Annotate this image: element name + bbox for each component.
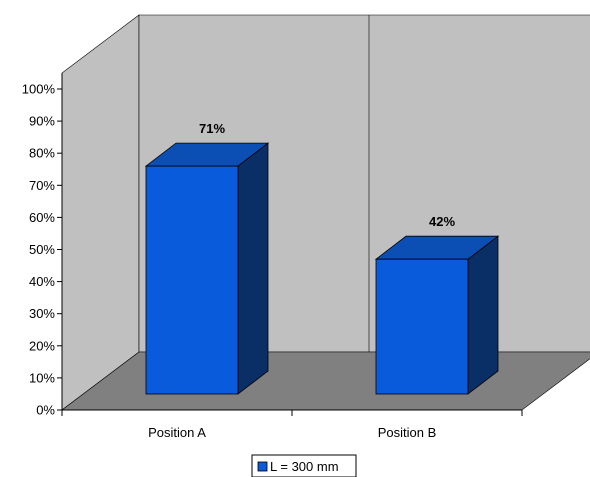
data-label: 71% [199,121,225,136]
bar-1 [144,142,270,395]
bar-2 [374,235,500,395]
y-axis: 0% 10% 20% 30% 40% 50% 60% 70% 80% 90% 100% [22,73,63,418]
y-tick-label: 80% [29,146,55,161]
bar-front [375,258,469,395]
y-tick-label: 70% [29,178,55,193]
chart-walls [61,14,590,411]
legend: L = 300 mm [251,454,357,477]
y-tick-label: 0% [36,403,55,418]
y-tick-label: 60% [29,210,55,225]
y-tick-label: 50% [29,242,55,257]
bar-front [145,165,239,395]
y-tick-label: 100% [22,82,56,97]
y-tick-label: 20% [29,338,55,353]
legend-swatch [257,461,268,472]
data-label: 42% [429,214,455,229]
y-tick-label: 30% [29,306,55,321]
y-tick-label: 90% [29,114,55,129]
bar-side [467,235,499,395]
floor [61,351,590,411]
y-tick-label: 10% [29,370,55,385]
legend-label: L = 300 mm [270,459,339,474]
side-wall [61,14,140,411]
bars: 71% 42% [144,121,500,395]
x-axis: Position A Position B [61,409,523,440]
x-tick-label: Position B [378,425,437,440]
y-tick-label: 40% [29,274,55,289]
x-tick-label: Position A [148,425,206,440]
bar-side [237,142,269,395]
legend-box [251,454,357,477]
